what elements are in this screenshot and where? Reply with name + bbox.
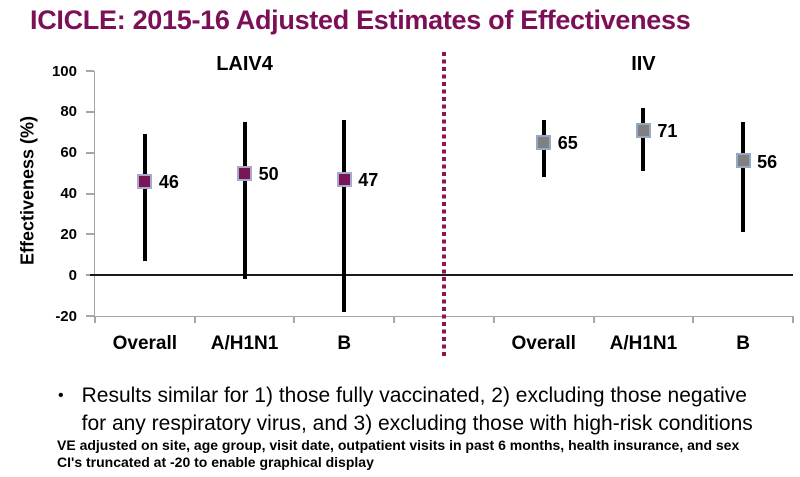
value-label: 71 xyxy=(657,121,678,142)
category-label: B xyxy=(736,333,750,354)
footnote-line: VE adjusted on site, age group, visit da… xyxy=(57,437,740,453)
point-marker xyxy=(237,165,253,181)
error-bar xyxy=(641,107,646,172)
category-label: Overall xyxy=(112,333,178,354)
x-tick-mark xyxy=(692,316,695,323)
page-title: ICICLE: 2015-16 Adjusted Estimates of Ef… xyxy=(30,5,691,35)
zero-line xyxy=(90,274,793,277)
y-tick-label: 80 xyxy=(60,103,77,121)
footnotes: VE adjusted on site, age group, visit da… xyxy=(57,437,739,471)
y-tick-mark xyxy=(86,151,94,154)
x-tick-mark xyxy=(393,316,396,323)
point-marker xyxy=(735,153,751,169)
y-tick-label: 0 xyxy=(68,266,77,284)
point-marker xyxy=(635,122,651,138)
bullet-icon: • xyxy=(58,387,64,404)
value-label: 47 xyxy=(358,170,379,191)
y-tick-mark xyxy=(86,70,94,72)
error-bar xyxy=(142,134,147,261)
y-tick-mark xyxy=(86,315,94,317)
panel-separator-dotted-line xyxy=(442,52,446,357)
point-marker xyxy=(137,173,153,189)
footnote-line: CI's truncated at -20 to enable graphica… xyxy=(57,454,374,470)
x-tick-mark xyxy=(293,316,296,323)
bullet-item: • Results similar for 1) those fully vac… xyxy=(58,382,762,438)
panel-title: LAIV4 xyxy=(216,53,273,75)
error-bar xyxy=(342,120,347,312)
panel-title: IIV xyxy=(631,53,656,75)
y-tick-label: 100 xyxy=(51,62,77,80)
category-label: Overall xyxy=(511,333,576,354)
value-label: 65 xyxy=(557,133,578,154)
error-bar xyxy=(242,122,247,280)
y-tick-label: -20 xyxy=(55,307,77,325)
error-bar xyxy=(741,122,746,233)
x-tick-mark xyxy=(94,316,96,323)
point-marker xyxy=(336,171,352,187)
x-tick-mark xyxy=(492,316,495,323)
y-tick-label: 20 xyxy=(60,225,77,243)
value-label: 46 xyxy=(158,172,179,193)
y-tick-mark xyxy=(86,192,94,195)
y-tick-mark xyxy=(86,110,94,113)
point-marker xyxy=(536,134,552,150)
y-tick-mark xyxy=(86,233,94,236)
category-label: A/H1N1 xyxy=(609,333,678,354)
bullet-text: Results similar for 1) those fully vacci… xyxy=(81,384,753,435)
value-label: 50 xyxy=(258,164,279,185)
y-axis-line xyxy=(93,71,95,316)
category-label: A/H1N1 xyxy=(210,333,279,354)
value-label: 56 xyxy=(757,151,778,172)
y-tick-label: 60 xyxy=(60,144,77,162)
y-tick-label: 40 xyxy=(60,185,77,202)
x-tick-mark xyxy=(592,316,595,323)
x-tick-mark xyxy=(792,316,794,323)
x-tick-mark xyxy=(193,316,196,323)
category-label: B xyxy=(337,333,352,354)
